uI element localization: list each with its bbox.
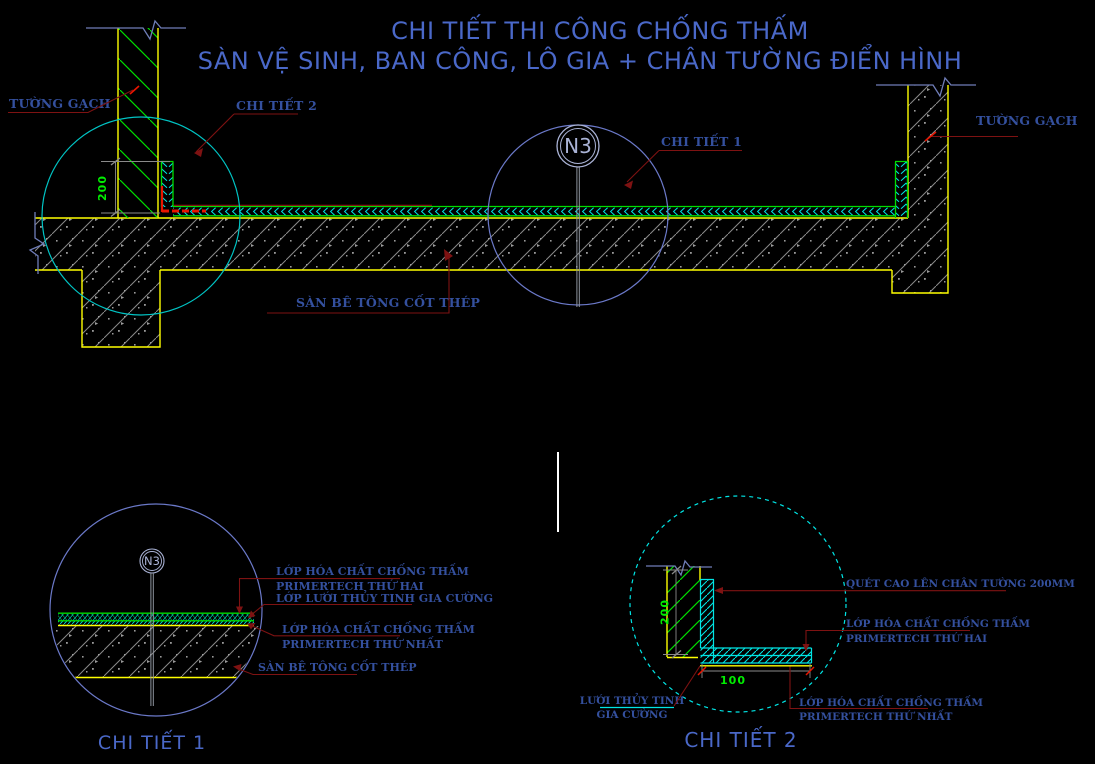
- detail1-labels: LỚP HÓA CHẤT CHỐNG THẤM PRIMERTECH THỨ H…: [233, 563, 493, 676]
- floor-slab: [28, 212, 949, 348]
- dimension-upturn-200: 200: [96, 157, 170, 218]
- title-line2: SÀN VỆ SINH, BAN CÔNG, LÔ GIA + CHÂN TƯỜ…: [198, 43, 963, 75]
- left-wall: [86, 19, 186, 218]
- d2-upturn-label: QUÉT CAO LÊN CHÂN TƯỜNG 200MM: [846, 576, 1075, 590]
- marker-n3-text: N3: [564, 134, 592, 158]
- d1-chem2-line2: PRIMERTECH THỨ HAI: [276, 579, 424, 593]
- label-detail2-callout: CHI TIẾT 2: [194, 96, 317, 157]
- label-slab: SÀN BÊ TÔNG CỐT THÉP: [267, 249, 481, 314]
- d2-mesh-line1: LƯỚI THỦY TINH: [580, 692, 685, 707]
- detail1-caption: CHI TIẾT 1: [98, 729, 206, 754]
- right-wall: [876, 76, 976, 218]
- detail1-slab: [51, 626, 261, 679]
- marker-pole: [576, 167, 580, 307]
- detail2-membrane: [699, 578, 813, 667]
- d2-dim-100-text: 100: [720, 674, 746, 687]
- title-line1: CHI TIẾT THI CÔNG CHỐNG THẤM: [391, 13, 809, 45]
- detail1-circle: [49, 503, 263, 717]
- detail-2: 200 100 QUÉT CAO LÊN CHÂN TƯỜNG 200MM LỚ…: [580, 495, 1076, 752]
- break-line-detail2: [646, 559, 712, 577]
- break-line-wall-left: [86, 19, 186, 41]
- dim-200-text: 200: [96, 175, 109, 201]
- callout-circle-detail2: [41, 116, 241, 316]
- detail2-dim-100: 100: [697, 664, 815, 687]
- slab-label-text: SÀN BÊ TÔNG CỐT THÉP: [296, 293, 481, 310]
- wall-right-label-text: TƯỜNG GẠCH: [976, 112, 1078, 128]
- break-line-wall-right: [876, 76, 976, 98]
- membrane-upturn-left: [161, 162, 173, 207]
- detail2-dim-200: 200: [659, 565, 688, 659]
- d2-dim-200-text: 200: [659, 599, 672, 625]
- marker-n3-main: N3: [556, 124, 600, 307]
- sheet-title: CHI TIẾT THI CÔNG CHỐNG THẤM SÀN VỆ SINH…: [198, 13, 963, 75]
- detail2-wall: [646, 559, 712, 659]
- d1-slab-label: SÀN BÊ TÔNG CỐT THÉP: [258, 659, 417, 674]
- d2-chem1-line2: PRIMERTECH THỨ NHẤT: [799, 708, 953, 723]
- main-section: 200 N3 TƯỜNG GẠCH CHI TIẾT 2 CHI TIẾT 1: [8, 19, 1078, 348]
- d1-chem1-line1: LỚP HÓA CHẤT CHỐNG THẤM: [282, 621, 475, 636]
- detail2-labels: QUÉT CAO LÊN CHÂN TƯỜNG 200MM LỚP HÓA CH…: [580, 576, 1076, 723]
- detail2-circle: [629, 495, 847, 713]
- marker-n3-detail1-text: N3: [144, 554, 160, 568]
- d2-chem2-line1: LỚP HÓA CHẤT CHỐNG THẤM: [846, 615, 1030, 630]
- d2-mesh-line2: GIA CƯỜNG: [597, 707, 668, 721]
- d2-chem1-line1: LỚP HÓA CHẤT CHỐNG THẤM: [799, 694, 983, 709]
- label-wall-right: TƯỜNG GẠCH: [924, 112, 1078, 142]
- wall-left-label-text: TƯỜNG GẠCH: [9, 95, 111, 111]
- detail2-callout-text: CHI TIẾT 2: [236, 96, 317, 113]
- detail1-callout-text: CHI TIẾT 1: [661, 132, 742, 149]
- detail2-caption: CHI TIẾT 2: [684, 727, 797, 752]
- label-detail1-callout: CHI TIẾT 1: [624, 132, 742, 189]
- marker-n3-detail1: N3: [139, 548, 165, 706]
- d1-mesh-label: LỚP LƯỚI THỦY TINH GIA CƯỜNG: [276, 590, 493, 605]
- membrane-upturn-right: [895, 162, 908, 218]
- d1-chem2-line1: LỚP HÓA CHẤT CHỐNG THẤM: [276, 563, 469, 578]
- membrane-main: [160, 160, 909, 218]
- label-wall-left: TƯỜNG GẠCH: [8, 85, 140, 114]
- detail-1: N3 LỚP HÓA CHẤT CHỐNG THẤM PRIMERTECH TH…: [49, 503, 493, 754]
- d1-chem1-line2: PRIMERTECH THỨ NHẤT: [282, 636, 444, 651]
- detail1-membrane: [58, 612, 254, 627]
- break-line-slab-left: [28, 212, 46, 274]
- d2-chem2-line2: PRIMERTECH THỨ HAI: [846, 631, 987, 645]
